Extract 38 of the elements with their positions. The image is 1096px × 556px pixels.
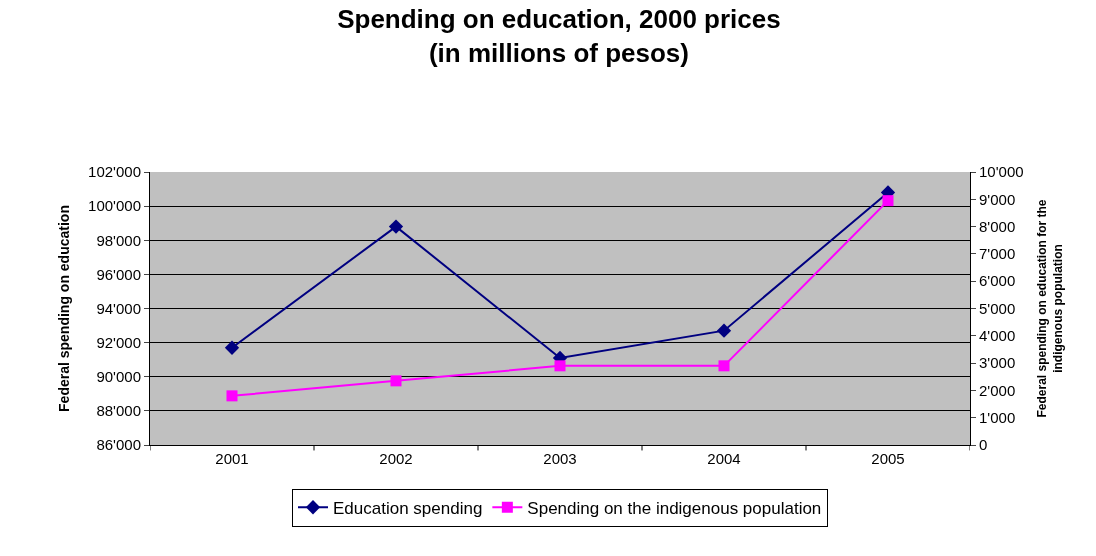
y-tick-label: 86'000 — [96, 436, 141, 454]
y2-tick-label: 8'000 — [979, 217, 1016, 235]
y-tick-label: 96'000 — [96, 265, 141, 283]
y-tick-label: 90'000 — [96, 368, 141, 385]
y2-tick-label: 1'000 — [979, 408, 1016, 426]
point — [716, 323, 732, 338]
y-tick-label: 92'000 — [96, 333, 141, 351]
y2-tick-label: 6'000 — [979, 272, 1016, 290]
legend-label: Spending on the indigenous population — [527, 498, 822, 518]
y-tick-label: 100'000 — [88, 197, 141, 215]
y-tick-label: 102'000 — [88, 163, 141, 181]
y-axis-title: Federal spending on education — [55, 205, 72, 412]
point — [390, 375, 402, 387]
y-tick-label: 98'000 — [96, 231, 141, 249]
y2-tick-label: 10'000 — [979, 163, 1024, 181]
y2-tick-label: 9'000 — [979, 190, 1016, 208]
x-tick-label: 2004 — [707, 450, 741, 467]
y2-axis-title: Federal spending on education for the indigenous population — [1035, 199, 1066, 418]
x-tick-label: 2005 — [871, 450, 905, 467]
x-tick-label: 2002 — [379, 450, 413, 467]
point — [224, 340, 240, 355]
y-tick-label: 88'000 — [96, 402, 141, 420]
y2-tick-label: 4'000 — [979, 327, 1016, 345]
y2-tick-label: 2'000 — [979, 381, 1016, 399]
legend-label: Education spending — [333, 498, 483, 518]
point — [718, 360, 730, 372]
point — [226, 390, 238, 402]
y-tick-label: 94'000 — [96, 299, 141, 317]
y2-tick-label: 3'000 — [979, 354, 1016, 372]
y2-tick-label: 7'000 — [979, 245, 1016, 263]
y2-tick-label: 5'000 — [979, 299, 1016, 317]
x-tick-label: 2001 — [215, 450, 249, 467]
point — [388, 219, 404, 234]
point — [554, 360, 566, 372]
chart-title: Spending on education, 2000 prices (in millions of pesos) — [337, 3, 781, 68]
y2-tick-label: 0 — [979, 436, 988, 454]
x-tick-label: 2003 — [543, 450, 577, 467]
point — [882, 195, 894, 207]
